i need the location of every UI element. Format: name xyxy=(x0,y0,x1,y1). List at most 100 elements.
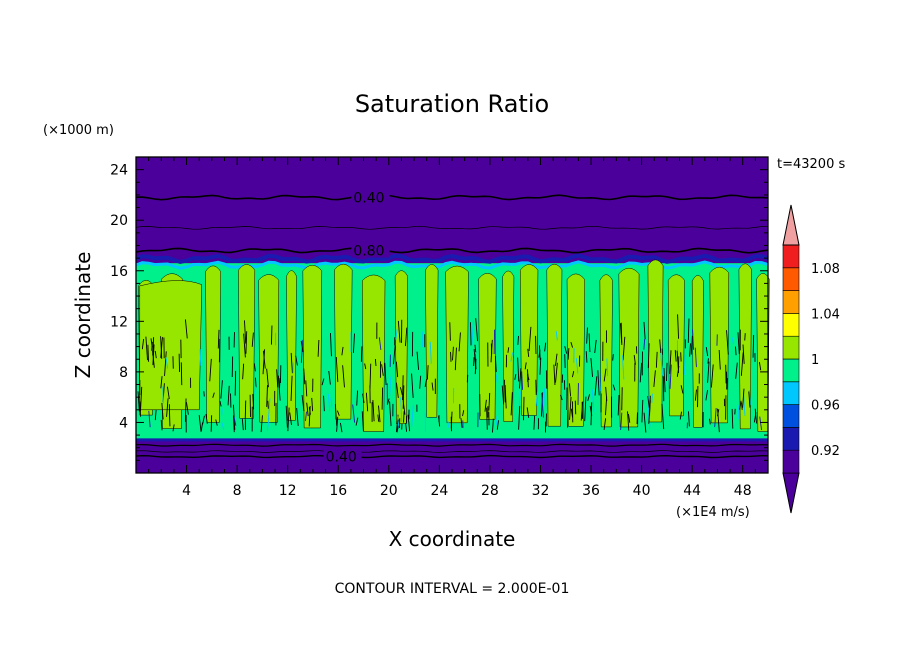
turbulence-stroke xyxy=(184,398,187,422)
turbulence-stroke xyxy=(172,424,175,432)
turbulence-stroke xyxy=(381,364,384,376)
turbulence-stroke xyxy=(643,321,646,340)
turbulence-stroke xyxy=(666,362,668,382)
turbulence-stroke xyxy=(241,418,244,431)
band-cloud-top-dark xyxy=(135,253,769,264)
x-tick-label: 8 xyxy=(233,483,242,499)
turbulence-stroke xyxy=(300,340,304,353)
supersaturated-column xyxy=(334,263,353,420)
turbulence-stroke xyxy=(141,338,145,350)
turbulence-stroke xyxy=(570,408,573,418)
turbulence-stroke xyxy=(308,405,311,427)
turbulence-stroke xyxy=(233,417,237,426)
turbulence-stroke xyxy=(429,341,432,364)
turbulence-stroke xyxy=(739,400,742,410)
turbulence-stroke xyxy=(186,402,189,415)
turbulence-stroke xyxy=(501,385,505,405)
turbulence-stroke xyxy=(323,395,325,412)
turbulence-stroke xyxy=(490,339,493,363)
turbulence-stroke xyxy=(266,385,268,407)
turbulence-stroke xyxy=(492,418,494,433)
turbulence-stroke xyxy=(526,407,530,418)
turbulence-stroke xyxy=(405,423,408,432)
turbulence-stroke xyxy=(262,349,266,375)
colorbar-label: 1.08 xyxy=(811,262,840,277)
turbulence-stroke xyxy=(145,336,148,361)
turbulence-stroke xyxy=(641,399,644,423)
turbulence-stroke xyxy=(295,355,298,366)
turbulence-stroke xyxy=(217,329,220,349)
turbulence-stroke xyxy=(198,415,202,432)
turbulence-stroke xyxy=(571,371,575,378)
colorbar-extend-high xyxy=(782,204,800,246)
supersaturated-column xyxy=(546,263,563,427)
turbulence-stroke xyxy=(707,361,710,383)
turbulence-stroke xyxy=(154,350,157,359)
turbulence-stroke xyxy=(742,344,745,364)
turbulence-stroke xyxy=(389,401,392,427)
turbulence-stroke xyxy=(540,392,544,417)
contour-label-bg xyxy=(351,241,390,258)
turbulence-stroke xyxy=(327,394,331,412)
turbulence-stroke xyxy=(679,411,682,420)
turbulence-stroke xyxy=(620,322,623,345)
turbulence-stroke xyxy=(496,420,499,430)
turbulence-stroke xyxy=(648,423,651,430)
turbulence-stroke xyxy=(460,418,463,428)
turbulence-stroke xyxy=(669,364,672,389)
colorbar-swatch xyxy=(782,244,800,269)
turbulence-stroke xyxy=(452,346,454,361)
turbulence-stroke xyxy=(510,392,513,416)
turbulence-stroke xyxy=(160,376,163,389)
turbulence-stroke xyxy=(521,371,524,390)
turbulence-stroke xyxy=(612,384,616,391)
turbulence-stroke xyxy=(504,385,507,409)
supersaturated-column xyxy=(205,265,221,423)
turbulence-stroke xyxy=(384,362,387,385)
turbulence-stroke xyxy=(184,319,188,339)
contour-line-0.80-upper xyxy=(135,247,769,254)
turbulence-stroke xyxy=(688,411,690,427)
turbulence-stroke xyxy=(374,358,377,367)
turbulence-stroke xyxy=(407,414,411,432)
turbulence-stroke xyxy=(402,375,404,401)
turbulence-stroke xyxy=(575,358,579,374)
turbulence-stroke xyxy=(617,394,620,416)
turbulence-stroke xyxy=(528,326,532,352)
turbulence-stroke xyxy=(168,404,171,427)
turbulence-stroke xyxy=(199,349,202,366)
turbulence-stroke xyxy=(655,351,658,368)
turbulence-stroke xyxy=(517,335,519,345)
turbulence-stroke xyxy=(267,400,269,409)
turbulence-stroke xyxy=(148,410,151,428)
turbulence-stroke xyxy=(290,352,293,374)
turbulence-stroke xyxy=(305,380,308,397)
turbulence-stroke xyxy=(330,398,333,408)
turbulence-stroke xyxy=(714,408,717,428)
turbulence-stroke xyxy=(150,338,153,348)
contour-line-upper-thin xyxy=(135,225,769,230)
turbulence-stroke xyxy=(612,354,614,361)
turbulence-stroke xyxy=(507,347,510,353)
contour-line-lower-a xyxy=(135,443,769,447)
turbulence-stroke xyxy=(622,336,626,361)
turbulence-stroke xyxy=(754,408,758,424)
colorbar-swatch xyxy=(782,313,800,337)
turbulence-stroke xyxy=(311,397,314,412)
turbulence-stroke xyxy=(361,411,364,432)
turbulence-stroke xyxy=(659,339,662,354)
turbulence-stroke xyxy=(254,386,257,394)
turbulence-stroke xyxy=(594,339,597,354)
colorbar-label: 0.92 xyxy=(811,444,840,459)
y-tick-label: 20 xyxy=(110,213,128,229)
turbulence-stroke xyxy=(663,367,666,393)
turbulence-stroke xyxy=(726,330,729,355)
turbulence-stroke xyxy=(334,404,338,426)
turbulence-stroke xyxy=(372,400,375,422)
turbulence-stroke xyxy=(471,320,474,346)
turbulence-stroke xyxy=(377,414,380,422)
contour-label-bg xyxy=(351,188,390,205)
turbulence-stroke xyxy=(488,392,491,411)
turbulence-stroke xyxy=(152,344,155,366)
turbulence-stroke xyxy=(527,348,530,358)
